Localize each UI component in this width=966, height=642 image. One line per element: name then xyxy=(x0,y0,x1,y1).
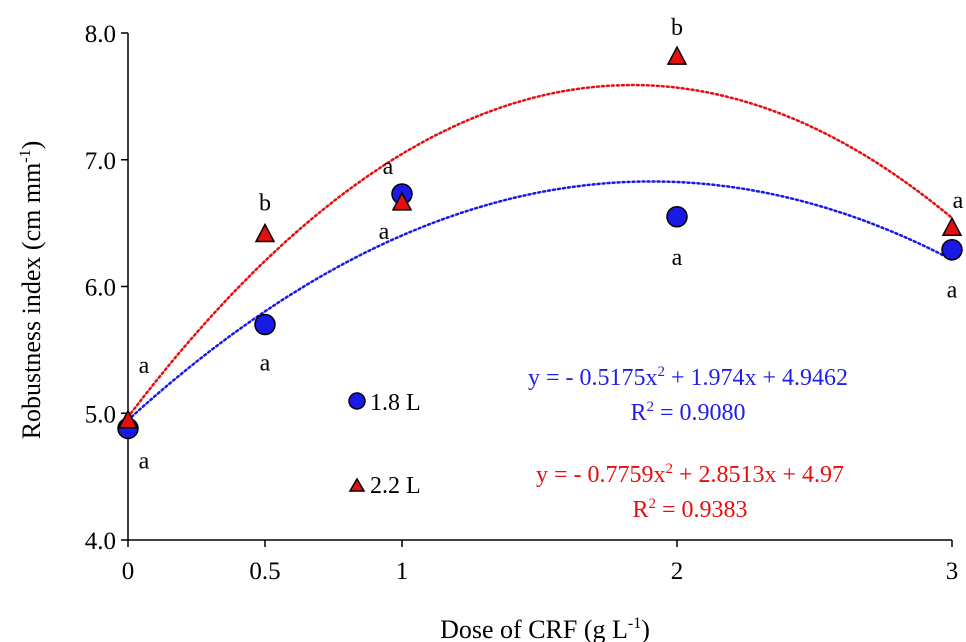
legend-label-2-2l: 2.2 L xyxy=(370,473,421,499)
legend-marker-circle xyxy=(348,392,366,410)
x-tick-label: 3 xyxy=(946,558,959,585)
data-point-triangle xyxy=(666,45,688,65)
significance-letter-circle: a xyxy=(260,351,271,377)
x-tick-label: 0.5 xyxy=(249,558,280,585)
equation-blue-r2: R2 = 0.9080 xyxy=(630,399,745,426)
axes: 4.0 5.0 6.0 7.0 8.0 0 0.5 1 2 3 xyxy=(85,21,959,585)
significance-letter-triangle: b xyxy=(671,15,683,41)
significance-letter-triangle: a xyxy=(379,219,390,245)
legend-marker-triangle xyxy=(348,477,366,492)
legend-label-1-8l: 1.8 L xyxy=(370,390,421,416)
equation-red: y = - 0.7759x2 + 2.8513x + 4.97 R2 = 0.9… xyxy=(536,461,844,523)
y-tick-label: 6.0 xyxy=(85,275,116,302)
data-point-triangle xyxy=(117,409,139,429)
data-point-circle xyxy=(941,238,963,261)
significance-letter-triangle: b xyxy=(259,191,271,217)
significance-letter-circle: a xyxy=(947,278,958,304)
y-tick-label: 4.0 xyxy=(85,528,116,555)
trendlines xyxy=(126,83,954,422)
equation-blue-formula: y = - 0.5175x2 + 1.974x + 4.9462 xyxy=(528,364,848,391)
data-point-circle xyxy=(254,313,276,336)
y-tick-label: 8.0 xyxy=(85,21,116,48)
significance-letter-circle: a xyxy=(383,154,394,180)
x-tick-label: 0 xyxy=(122,558,135,585)
significance-letter-circle: a xyxy=(139,448,150,474)
equation-red-r2: R2 = 0.9383 xyxy=(632,496,747,523)
data-point-triangle xyxy=(941,216,963,236)
equation-red-formula: y = - 0.7759x2 + 2.8513x + 4.97 xyxy=(536,461,844,488)
x-tick-label: 1 xyxy=(396,558,409,585)
legend-item-1-8l: 1.8 L xyxy=(348,390,421,416)
trendline-blue xyxy=(126,180,954,422)
x-tick-label: 2 xyxy=(671,558,684,585)
trendline-red xyxy=(126,83,954,419)
data-point-triangle xyxy=(254,222,276,243)
legend: 1.8 L 2.2 L xyxy=(348,390,421,499)
significance-letters: a a a a a a b a b a xyxy=(139,15,964,474)
x-axis-title: Dose of CRF (g L-1) xyxy=(440,615,650,642)
y-tick-label: 5.0 xyxy=(85,401,116,428)
significance-letter-triangle: a xyxy=(139,353,150,379)
legend-item-2-2l: 2.2 L xyxy=(348,473,421,499)
y-tick-label: 7.0 xyxy=(85,148,116,175)
data-markers xyxy=(117,45,963,440)
data-point-circle xyxy=(666,206,688,228)
significance-letter-circle: a xyxy=(672,245,683,271)
data-point-triangle xyxy=(391,191,413,211)
significance-letter-triangle: a xyxy=(953,188,964,214)
y-axis-title: Robustness index (cm mm-1) xyxy=(17,141,46,440)
equation-blue: y = - 0.5175x2 + 1.974x + 4.9462 R2 = 0.… xyxy=(528,364,848,426)
